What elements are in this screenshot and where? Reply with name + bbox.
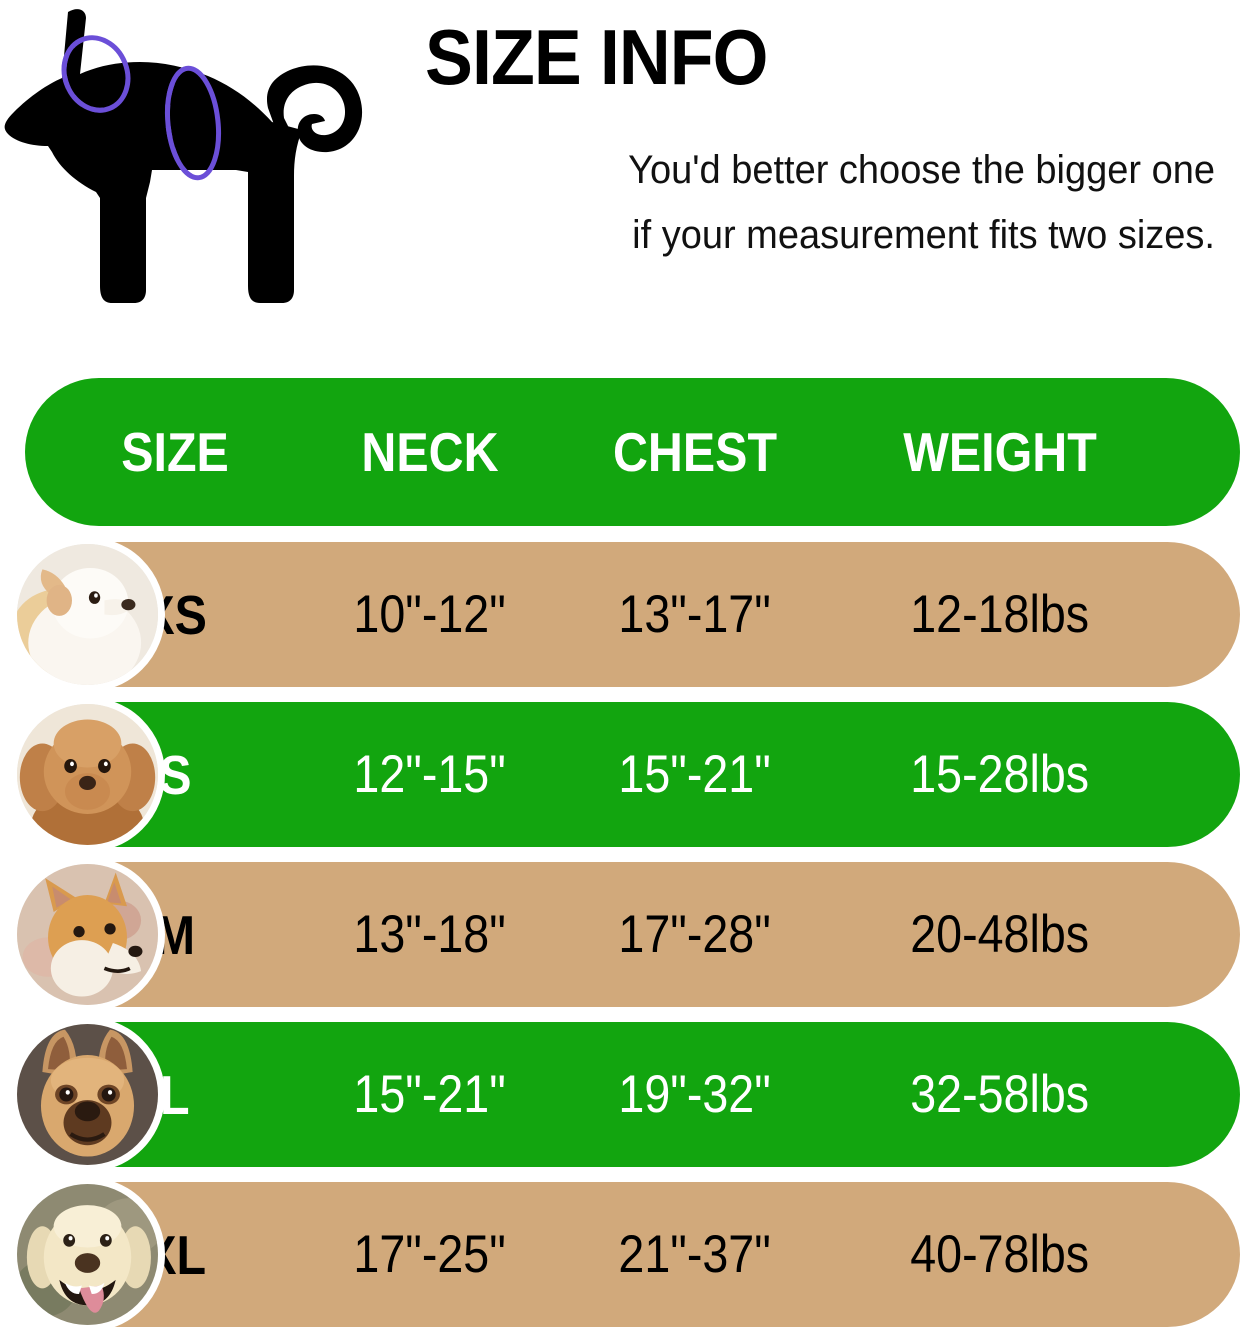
row-pill-background xyxy=(25,702,1240,847)
row-pill-background xyxy=(25,862,1240,1007)
page-title: SIZE INFO xyxy=(425,13,768,101)
table-row: XL 17"-25" 21"-37" 40-78lbs xyxy=(0,1177,1249,1332)
chest-measurement-ring xyxy=(164,65,222,181)
column-header-size: SIZE xyxy=(121,421,229,483)
cell-neck: 13"-18" xyxy=(353,905,507,964)
dog-silhouette-shape xyxy=(4,9,363,303)
cell-chest: 21"-37" xyxy=(618,1225,772,1284)
column-header-weight: WEIGHT xyxy=(903,421,1097,483)
table-row: L 15"-21" 19"-32" 32-58lbs xyxy=(0,1017,1249,1172)
neck-measurement-ring xyxy=(61,35,131,113)
header-section: SIZE INFO You'd better choose the bigger… xyxy=(0,0,1249,345)
subtitle-line-2: if your measurement fits two sizes. xyxy=(632,212,1215,257)
cell-neck: 10"-12" xyxy=(353,585,507,644)
cell-weight: 40-78lbs xyxy=(910,1225,1090,1284)
table-row: S 12"-15" 15"-21" 15-28lbs xyxy=(0,697,1249,852)
dog-measurement-diagram xyxy=(0,0,400,330)
size-chart-table: SIZE NECK CHEST WEIGHT XS 10"-12" 13"-17… xyxy=(0,378,1249,1342)
row-pill-background xyxy=(25,1182,1240,1327)
pomeranian-thumbnail xyxy=(10,537,165,692)
cell-size: L xyxy=(160,1063,190,1126)
french-bulldog-thumbnail xyxy=(10,1017,165,1172)
title-block: SIZE INFO You'd better choose the bigger… xyxy=(425,18,1215,328)
table-row: XS 10"-12" 13"-17" 12-18lbs xyxy=(0,537,1249,692)
toy-poodle-thumbnail xyxy=(10,697,165,852)
row-pill-background xyxy=(25,542,1240,687)
labrador-thumbnail xyxy=(10,1177,165,1332)
subtitle-line-1: You'd better choose the bigger one xyxy=(628,148,1215,192)
column-header-chest: CHEST xyxy=(612,421,778,483)
cell-weight: 12-18lbs xyxy=(910,585,1090,644)
cell-weight: 15-28lbs xyxy=(910,745,1090,804)
shiba-inu-thumbnail xyxy=(10,857,165,1012)
cell-weight: 32-58lbs xyxy=(910,1065,1090,1124)
cell-chest: 17"-28" xyxy=(618,905,772,964)
cell-chest: 13"-17" xyxy=(618,585,772,644)
table-header-row: SIZE NECK CHEST WEIGHT xyxy=(0,378,1249,526)
table-row: M 13"-18" 17"-28" 20-48lbs xyxy=(0,857,1249,1012)
cell-neck: 15"-21" xyxy=(353,1065,507,1124)
row-pill-background xyxy=(25,1022,1240,1167)
cell-neck: 12"-15" xyxy=(353,745,507,804)
header-pill-background xyxy=(25,378,1240,526)
page-subtitle: You'd better choose the bigger one if yo… xyxy=(465,138,1215,268)
cell-weight: 20-48lbs xyxy=(910,905,1090,964)
column-header-neck: NECK xyxy=(361,421,499,483)
cell-neck: 17"-25" xyxy=(353,1225,507,1284)
cell-chest: 15"-21" xyxy=(618,745,772,804)
cell-chest: 19"-32" xyxy=(618,1065,772,1124)
